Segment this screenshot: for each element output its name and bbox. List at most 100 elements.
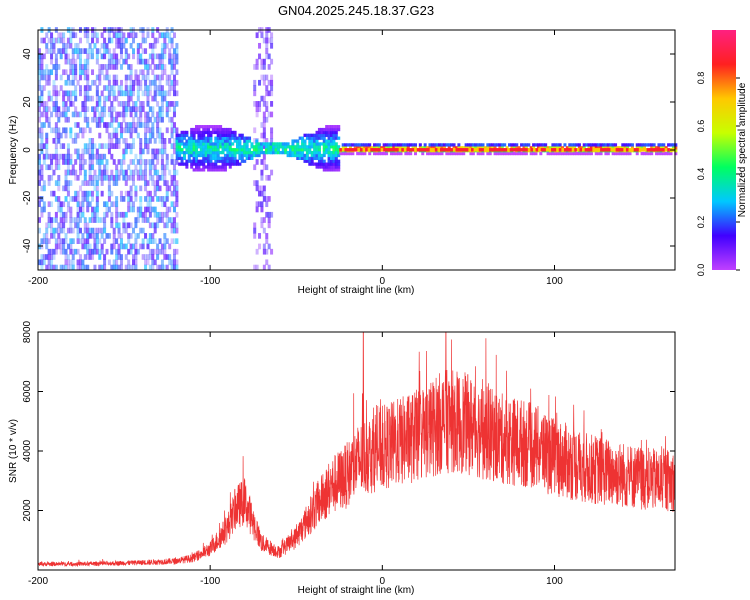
spectrogram-cell (185, 162, 189, 166)
spectrogram-cell (107, 132, 111, 139)
spectrogram-cell (517, 146, 521, 150)
spectrogram-cell (146, 122, 150, 128)
spectrogram-cell (255, 153, 259, 158)
spectrogram-cell (253, 127, 257, 134)
spectrogram-cell (399, 143, 403, 147)
spectrogram-cell (182, 142, 186, 146)
spectrogram-cell (260, 159, 264, 165)
spectrogram-cell (105, 248, 109, 255)
spectrogram-cell (158, 148, 162, 155)
spectrogram-cell (144, 64, 148, 70)
spectrogram-cell (172, 32, 176, 39)
spectrogram-cell (209, 125, 213, 129)
spectrogram-cell (62, 217, 66, 223)
spectrogram-cell (50, 233, 54, 239)
spectrogram-cell (235, 148, 239, 152)
spectrogram-cell (69, 169, 73, 176)
spectrogram-cell (88, 95, 92, 102)
spectrogram-cell (151, 127, 155, 134)
spectrogram-cell (88, 143, 92, 149)
spectrogram-cell (57, 180, 61, 186)
spectrogram-cell (515, 151, 519, 156)
spectrogram-cell (83, 85, 87, 91)
spectrogram-cell (207, 153, 211, 158)
spectrogram-cell (175, 185, 179, 192)
spectrogram-cell (156, 248, 160, 255)
spectrogram-cell (105, 127, 109, 134)
spectrogram-cell (86, 143, 90, 149)
spectrogram-cell (132, 106, 136, 112)
spectrogram-cell (265, 85, 269, 91)
spectrogram-cell (74, 222, 78, 229)
spectrogram-cell (209, 130, 213, 135)
spectrogram-cell (175, 211, 179, 218)
spectrogram-cell (134, 190, 138, 197)
spectrogram-cell (411, 146, 415, 150)
spectrogram-cell (45, 132, 49, 139)
spectrogram-cell (258, 106, 262, 112)
spectrogram-cell (382, 143, 386, 147)
spectrogram-cell (78, 37, 82, 44)
spectrogram-cell (291, 148, 295, 152)
spectrogram-cell (211, 130, 215, 135)
spectrogram-cell (40, 101, 44, 107)
spectrogram-cell (40, 69, 44, 76)
spectrogram-cell (428, 151, 432, 156)
spectrogram-cell (445, 143, 449, 147)
spectrogram-cell (151, 79, 155, 86)
spectrogram-cell (168, 74, 172, 81)
spectrogram-cell (42, 37, 46, 44)
spectrogram-cell (132, 201, 136, 208)
spectrogram-cell (329, 130, 333, 135)
spectrogram-cell (132, 37, 136, 44)
spectrogram-cell (197, 165, 201, 169)
spectrogram-cell (645, 143, 649, 147)
spectrogram-cell (508, 151, 512, 156)
spectrogram-cell (158, 174, 162, 181)
spectrogram-cell (226, 150, 230, 155)
spectrogram-cell (327, 125, 331, 129)
spectrogram-cell (129, 243, 133, 250)
spectrogram-cell (148, 138, 152, 144)
spectrogram-cell (313, 148, 317, 152)
spectrogram-cell (190, 139, 194, 143)
spectrogram-cell (334, 150, 338, 155)
spectrogram-cell (144, 259, 148, 266)
spectrogram-cell (54, 106, 58, 112)
spectrogram-cell (91, 48, 95, 54)
spectrogram-cell (270, 169, 274, 176)
spectrogram-cell (141, 159, 145, 165)
spectrogram-cell (207, 130, 211, 135)
spectrogram-cell (105, 201, 109, 208)
spectrogram-cell (156, 85, 160, 91)
spectrogram-cell (52, 42, 56, 49)
spectrogram-cell (88, 227, 92, 234)
spectrogram-cell (621, 151, 625, 156)
spectrogram-cell (117, 169, 121, 176)
spectrogram-cell (305, 145, 309, 149)
spectrogram-cell (95, 90, 99, 97)
spectrogram-cell (253, 233, 257, 239)
spectrogram-cell (536, 143, 540, 147)
spectrogram-cell (327, 148, 331, 152)
spectrogram-cell (105, 211, 109, 218)
spectrogram-cell (308, 142, 312, 146)
spectrogram-cell (47, 264, 51, 271)
spectrogram-cell (148, 64, 152, 70)
spectrogram-cell (394, 146, 398, 150)
spectrogram-cell (185, 145, 189, 149)
spectrogram-cell (129, 111, 133, 118)
spectrogram-cell (40, 74, 44, 81)
spectrogram-cell (160, 148, 164, 155)
spectrogram-cell (153, 42, 157, 49)
spectrogram-cell (127, 201, 131, 208)
colorbar-ticks: 0.00.20.40.60.8 (696, 72, 740, 276)
x-tick-label: -100 (200, 576, 220, 587)
spectrogram-cell (50, 201, 54, 208)
spectrogram-cell (329, 159, 333, 163)
spectrogram-cell (163, 243, 167, 250)
spectrogram-cell (153, 153, 157, 160)
spectrogram-cell (253, 90, 257, 97)
spectrogram-cell (202, 159, 206, 163)
spectrogram-cell (86, 64, 90, 70)
